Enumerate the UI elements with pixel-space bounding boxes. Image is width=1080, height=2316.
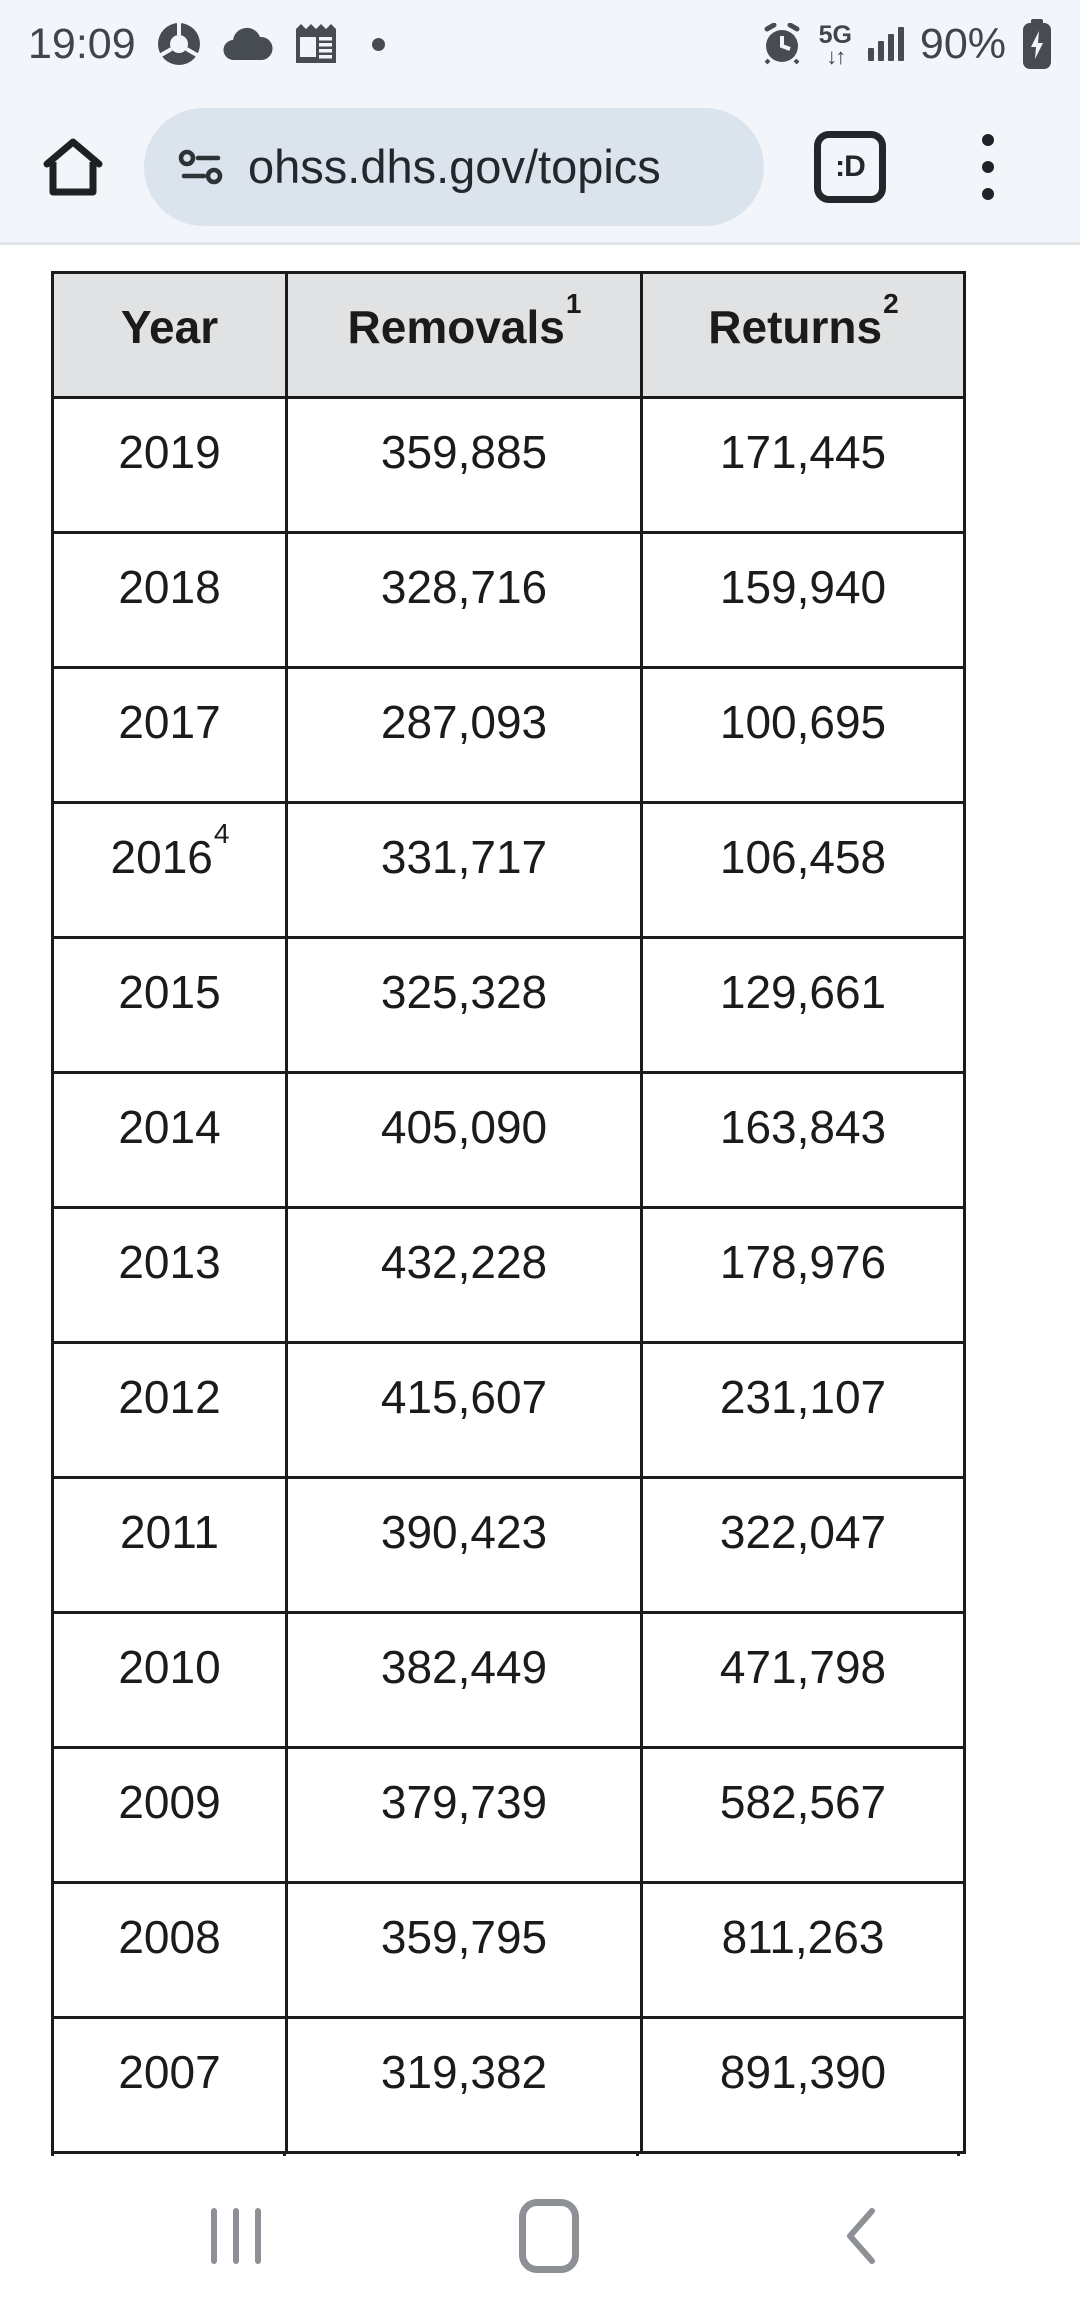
notification-dot-icon xyxy=(371,37,385,51)
year-cell: 2013 xyxy=(51,1206,288,1344)
column-header-returns: Returns2 xyxy=(640,271,966,399)
table-header-row: Year Removals1 Returns2 xyxy=(51,271,966,399)
data-table: Year Removals1 Returns2 2019 359,885 171… xyxy=(51,271,966,2154)
table-row: 2011 390,423 322,047 xyxy=(51,1476,966,1614)
table-row: 2007 319,382 891,390 xyxy=(51,2016,966,2154)
year-cell: 20164 xyxy=(51,801,288,939)
cloud-icon xyxy=(222,24,274,64)
removals-cell: 325,328 xyxy=(285,936,643,1074)
removals-cell: 359,795 xyxy=(285,1881,643,2019)
year-cell: 2011 xyxy=(51,1476,288,1614)
returns-cell: 171,445 xyxy=(640,396,966,534)
back-button[interactable] xyxy=(840,2205,880,2267)
recents-button[interactable] xyxy=(211,2208,261,2264)
page-content: Year Removals1 Returns2 2019 359,885 171… xyxy=(0,248,1080,2163)
year-cell: 2010 xyxy=(51,1611,288,1749)
home-button[interactable] xyxy=(519,2199,579,2273)
year-cell: 2009 xyxy=(51,1746,288,1884)
returns-cell: 231,107 xyxy=(640,1341,966,1479)
year-cell: 2012 xyxy=(51,1341,288,1479)
removals-cell: 382,449 xyxy=(285,1611,643,1749)
returns-cell: 582,567 xyxy=(640,1746,966,1884)
url-row: ohss.dhs.gov/topics :D xyxy=(0,88,1080,245)
battery-icon xyxy=(1022,19,1052,69)
table-row: 2019 359,885 171,445 xyxy=(51,396,966,534)
table-row: 2009 379,739 582,567 xyxy=(51,1746,966,1884)
table-row: 2012 415,607 231,107 xyxy=(51,1341,966,1479)
removals-cell: 328,716 xyxy=(285,531,643,669)
removals-cell: 390,423 xyxy=(285,1476,643,1614)
table-row: 2017 287,093 100,695 xyxy=(51,666,966,804)
returns-cell: 106,458 xyxy=(640,801,966,939)
year-cell: 2008 xyxy=(51,1881,288,2019)
url-text[interactable]: ohss.dhs.gov/topics xyxy=(248,140,661,193)
menu-button[interactable] xyxy=(982,133,994,200)
returns-cell: 891,390 xyxy=(640,2016,966,2154)
browser-chrome: 19:09 xyxy=(0,0,1080,245)
table-row: 2008 359,795 811,263 xyxy=(51,1881,966,2019)
column-header-year: Year xyxy=(51,271,288,399)
tab-switcher-button[interactable]: :D xyxy=(814,130,886,203)
removals-cell: 287,093 xyxy=(285,666,643,804)
status-bar: 19:09 xyxy=(0,0,1080,88)
removals-cell: 405,090 xyxy=(285,1071,643,1209)
tab-count-badge: :D xyxy=(835,149,866,183)
returns-cell: 811,263 xyxy=(640,1881,966,2019)
returns-cell: 322,047 xyxy=(640,1476,966,1614)
removals-cell: 379,739 xyxy=(285,1746,643,1884)
table-row: 2015 325,328 129,661 xyxy=(51,936,966,1074)
table-row: 2010 382,449 471,798 xyxy=(51,1611,966,1749)
network-5g-icon: 5G ↓↑ xyxy=(818,20,852,69)
year-cell: 2019 xyxy=(51,396,288,534)
returns-cell: 163,843 xyxy=(640,1071,966,1209)
notes-icon xyxy=(294,21,338,67)
returns-cell: 100,695 xyxy=(640,666,966,804)
alarm-icon xyxy=(761,23,803,65)
status-time: 19:09 xyxy=(28,19,136,68)
removals-cell: 319,382 xyxy=(285,2016,643,2154)
year-cell: 2017 xyxy=(51,666,288,804)
back-chevron-icon xyxy=(847,2208,875,2264)
signal-icon xyxy=(867,27,904,61)
removals-cell: 359,885 xyxy=(285,396,643,534)
table-row: 2014 405,090 163,843 xyxy=(51,1071,966,1209)
removals-cell: 415,607 xyxy=(285,1341,643,1479)
returns-cell: 471,798 xyxy=(640,1611,966,1749)
year-cell: 2015 xyxy=(51,936,288,1074)
data-table-body: 2019 359,885 171,445 2018 328,716 159,94… xyxy=(51,396,966,2154)
column-header-removals: Removals1 xyxy=(285,271,643,399)
chrome-icon xyxy=(156,21,202,67)
removals-cell: 432,228 xyxy=(285,1206,643,1344)
site-settings-icon[interactable] xyxy=(178,144,224,190)
year-cell: 2018 xyxy=(51,531,288,669)
returns-cell: 129,661 xyxy=(640,936,966,1074)
year-cell: 2014 xyxy=(51,1071,288,1209)
table-row: 2013 432,228 178,976 xyxy=(51,1206,966,1344)
home-icon xyxy=(519,2199,579,2273)
battery-percent: 90% xyxy=(919,19,1006,68)
removals-cell: 331,717 xyxy=(285,801,643,939)
returns-cell: 159,940 xyxy=(640,531,966,669)
url-bar[interactable]: ohss.dhs.gov/topics xyxy=(144,107,764,226)
year-cell: 2007 xyxy=(51,2016,288,2154)
table-row: 20164 331,717 106,458 xyxy=(51,801,966,939)
returns-cell: 178,976 xyxy=(640,1206,966,1344)
table-row: 2018 328,716 159,940 xyxy=(51,531,966,669)
browser-home-button[interactable] xyxy=(30,134,116,200)
system-nav-bar xyxy=(0,2156,1080,2316)
